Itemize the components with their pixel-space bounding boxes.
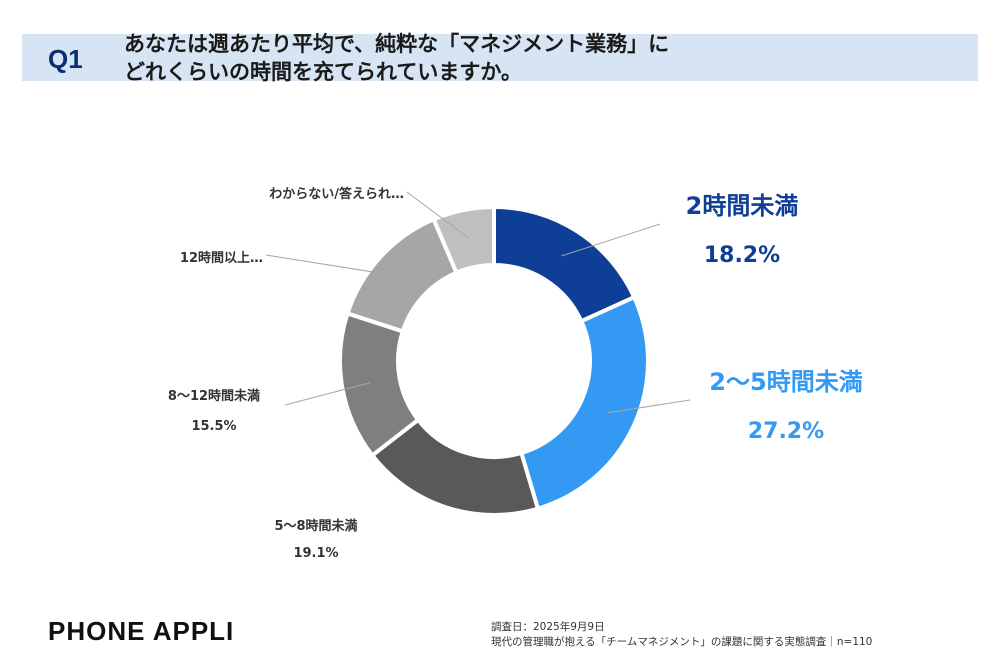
leader-line-2 xyxy=(607,399,691,414)
slice-label-2: 2～5時間未満 xyxy=(709,368,862,396)
slice-label-4: 8～12時間未満 xyxy=(168,388,260,404)
slice-value-3: 19.1% xyxy=(293,546,338,561)
donut-slice-2 xyxy=(518,294,650,512)
slice-label-1: 2時間未満 xyxy=(686,192,799,220)
slice-label-3: 5～8時間未満 xyxy=(274,518,357,534)
survey-note: 調査日：2025年9月9日 現代の管理職が抱える「チームマネジメント」の課題に関… xyxy=(491,620,872,650)
slice-label-6: わからない/答えられ… xyxy=(269,186,404,202)
leader-line-6 xyxy=(406,191,470,239)
question-number: Q1 xyxy=(48,44,83,74)
leader-line-5 xyxy=(265,254,402,278)
leader-line-4 xyxy=(284,382,371,406)
survey-title: 現代の管理職が抱える「チームマネジメント」の課題に関する実態調査｜n=110 xyxy=(491,636,873,648)
slice-value-4: 15.5% xyxy=(191,419,236,434)
chart-slices xyxy=(338,204,650,517)
question-text: あなたは週あたり平均で、純粋な「マネジメント業務」に どれくらいの時間を充てられ… xyxy=(124,30,824,86)
question-banner xyxy=(22,34,978,81)
slice-value-1: 18.2% xyxy=(704,243,780,268)
slice-value-2: 27.2% xyxy=(748,419,824,444)
chart-labels: 2時間未満 18.2% 2～5時間未満 27.2% 5～8時間未満 19.1% 8～12時間… xyxy=(168,186,863,561)
brand-logo: PHONE APPLI xyxy=(48,616,235,646)
survey-date: 調査日：2025年9月9日 xyxy=(491,621,605,633)
question-line-2: どれくらいの時間を充てられていますか。 xyxy=(124,60,522,84)
leader-line-1 xyxy=(561,223,661,257)
question-line-1: あなたは週あたり平均で、純粋な「マネジメント業務」に xyxy=(124,32,670,56)
donut-slice-1 xyxy=(492,204,637,324)
slice-label-5: 12時間以上… xyxy=(180,250,263,266)
